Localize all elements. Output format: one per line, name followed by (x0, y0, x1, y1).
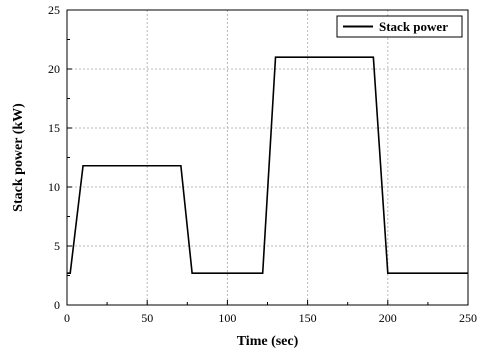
x-tick-label: 250 (459, 311, 477, 325)
plot-area-frame (66, 9, 469, 306)
x-axis-label: Time (sec) (237, 334, 299, 349)
y-tick-label: 10 (48, 180, 60, 194)
series-layer (67, 56, 468, 274)
axis-ticks (66, 9, 469, 306)
x-tick-label: 0 (64, 311, 70, 325)
x-tick-label: 150 (299, 311, 317, 325)
x-tick-label: 50 (141, 311, 153, 325)
legend: Stack power (336, 15, 463, 38)
y-tick-label: 20 (48, 62, 60, 76)
y-tick-label: 5 (54, 239, 60, 253)
x-tick-label: 100 (218, 311, 236, 325)
x-tick-label: 200 (379, 311, 397, 325)
y-tick-labels: 0 5 10 15 20 25 (48, 3, 60, 312)
y-tick-label: 25 (48, 3, 60, 17)
y-tick-label: 0 (54, 298, 60, 312)
x-tick-labels: 0 50 100 150 200 250 (64, 311, 477, 325)
legend-box (336, 15, 463, 38)
series-line-stack-power (67, 56, 468, 274)
grid-lines (67, 10, 468, 305)
y-tick-label: 15 (48, 121, 60, 135)
legend-label-stack-power: Stack power (379, 19, 448, 34)
y-axis-label: Stack power (kW) (11, 103, 26, 212)
